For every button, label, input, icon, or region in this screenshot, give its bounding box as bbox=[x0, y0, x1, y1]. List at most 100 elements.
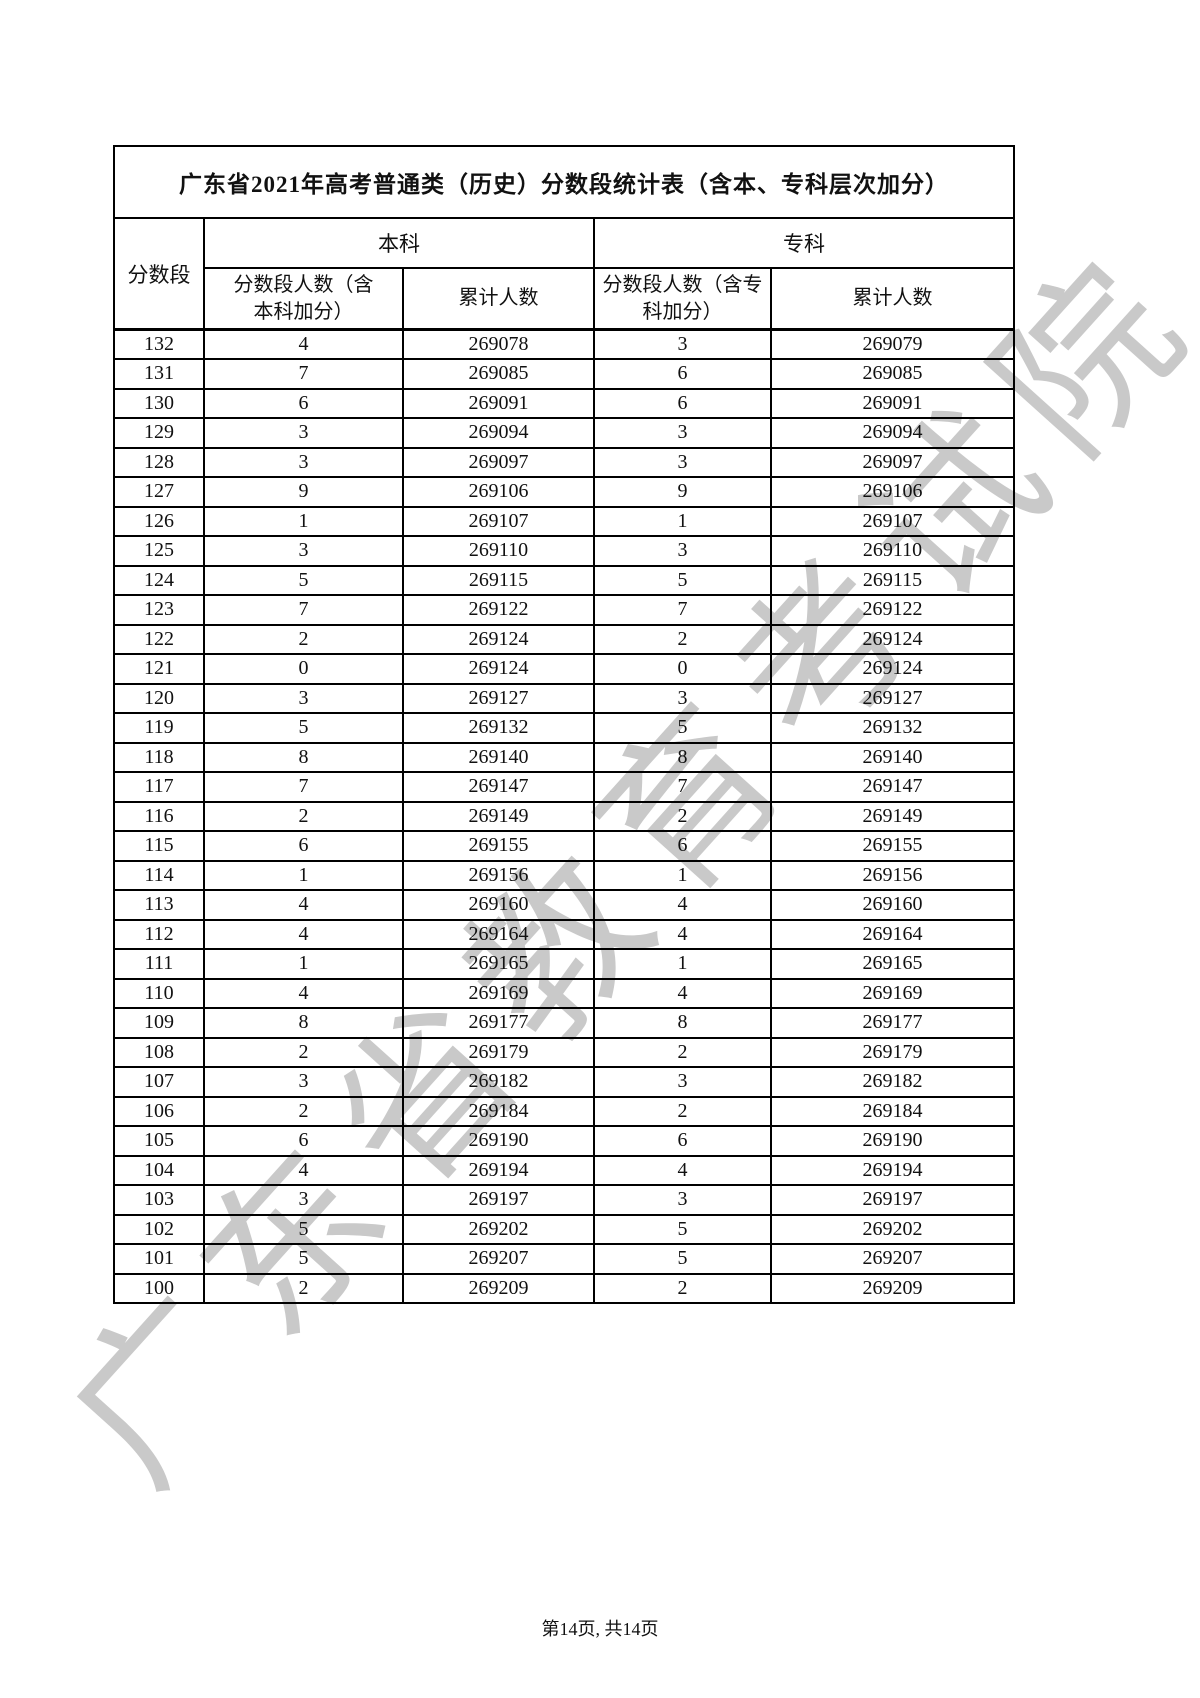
cell-score-segment: 117 bbox=[113, 771, 205, 803]
cell-score-segment: 128 bbox=[113, 446, 205, 478]
cell-college-cumulative: 269127 bbox=[770, 682, 1015, 714]
cell-score-segment: 114 bbox=[113, 859, 205, 891]
table-row: 100 2 269209 2 269209 bbox=[113, 1272, 1015, 1304]
cell-college-cumulative: 269079 bbox=[770, 328, 1015, 360]
table-row: 119 5 269132 5 269132 bbox=[113, 712, 1015, 744]
cell-score-segment: 131 bbox=[113, 358, 205, 390]
table-row: 123 7 269122 7 269122 bbox=[113, 594, 1015, 626]
cell-undergrad-cumulative: 269085 bbox=[402, 358, 595, 390]
cell-undergrad-count: 2 bbox=[203, 1272, 404, 1304]
cell-undergrad-cumulative: 269197 bbox=[402, 1184, 595, 1216]
cell-college-cumulative: 269107 bbox=[770, 505, 1015, 537]
cell-college-count: 5 bbox=[593, 564, 772, 596]
cell-college-count: 6 bbox=[593, 387, 772, 419]
cell-undergrad-count: 1 bbox=[203, 859, 404, 891]
cell-score-segment: 126 bbox=[113, 505, 205, 537]
cell-undergrad-cumulative: 269140 bbox=[402, 741, 595, 773]
cell-undergrad-count: 4 bbox=[203, 1154, 404, 1186]
header-undergraduate-group: 本科 bbox=[203, 217, 595, 269]
cell-college-count: 2 bbox=[593, 623, 772, 655]
cell-undergrad-cumulative: 269179 bbox=[402, 1036, 595, 1068]
cell-college-cumulative: 269097 bbox=[770, 446, 1015, 478]
table-row: 131 7 269085 6 269085 bbox=[113, 358, 1015, 390]
cell-undergrad-count: 1 bbox=[203, 948, 404, 980]
cell-undergrad-count: 6 bbox=[203, 387, 404, 419]
cell-undergrad-cumulative: 269097 bbox=[402, 446, 595, 478]
cell-undergrad-count: 3 bbox=[203, 1066, 404, 1098]
cell-undergrad-count: 1 bbox=[203, 505, 404, 537]
table-row: 116 2 269149 2 269149 bbox=[113, 800, 1015, 832]
cell-undergrad-count: 5 bbox=[203, 1243, 404, 1275]
table-row: 108 2 269179 2 269179 bbox=[113, 1036, 1015, 1068]
cell-college-cumulative: 269194 bbox=[770, 1154, 1015, 1186]
table-row: 129 3 269094 3 269094 bbox=[113, 417, 1015, 449]
cell-college-count: 3 bbox=[593, 417, 772, 449]
cell-college-cumulative: 269165 bbox=[770, 948, 1015, 980]
cell-undergrad-cumulative: 269107 bbox=[402, 505, 595, 537]
cell-score-segment: 108 bbox=[113, 1036, 205, 1068]
cell-undergrad-cumulative: 269156 bbox=[402, 859, 595, 891]
cell-score-segment: 118 bbox=[113, 741, 205, 773]
cell-undergrad-count: 5 bbox=[203, 712, 404, 744]
cell-undergrad-cumulative: 269164 bbox=[402, 918, 595, 950]
cell-undergrad-cumulative: 269149 bbox=[402, 800, 595, 832]
cell-score-segment: 115 bbox=[113, 830, 205, 862]
table-row: 124 5 269115 5 269115 bbox=[113, 564, 1015, 596]
cell-college-count: 2 bbox=[593, 1036, 772, 1068]
cell-college-cumulative: 269155 bbox=[770, 830, 1015, 862]
cell-undergrad-cumulative: 269110 bbox=[402, 535, 595, 567]
cell-undergrad-count: 4 bbox=[203, 328, 404, 360]
cell-college-count: 1 bbox=[593, 505, 772, 537]
cell-score-segment: 125 bbox=[113, 535, 205, 567]
cell-score-segment: 120 bbox=[113, 682, 205, 714]
cell-score-segment: 119 bbox=[113, 712, 205, 744]
cell-college-count: 2 bbox=[593, 1095, 772, 1127]
table-row: 130 6 269091 6 269091 bbox=[113, 387, 1015, 419]
cell-college-count: 4 bbox=[593, 889, 772, 921]
cell-undergrad-count: 7 bbox=[203, 358, 404, 390]
cell-score-segment: 129 bbox=[113, 417, 205, 449]
cell-college-cumulative: 269207 bbox=[770, 1243, 1015, 1275]
table-row: 127 9 269106 9 269106 bbox=[113, 476, 1015, 508]
cell-undergrad-cumulative: 269132 bbox=[402, 712, 595, 744]
cell-undergrad-count: 2 bbox=[203, 623, 404, 655]
cell-undergrad-cumulative: 269078 bbox=[402, 328, 595, 360]
table-row: 111 1 269165 1 269165 bbox=[113, 948, 1015, 980]
cell-college-count: 3 bbox=[593, 682, 772, 714]
table-row: 112 4 269164 4 269164 bbox=[113, 918, 1015, 950]
cell-score-segment: 103 bbox=[113, 1184, 205, 1216]
cell-college-count: 6 bbox=[593, 830, 772, 862]
cell-undergrad-cumulative: 269127 bbox=[402, 682, 595, 714]
cell-undergrad-count: 8 bbox=[203, 1007, 404, 1039]
cell-undergrad-count: 4 bbox=[203, 977, 404, 1009]
table-row: 114 1 269156 1 269156 bbox=[113, 859, 1015, 891]
table-row: 113 4 269160 4 269160 bbox=[113, 889, 1015, 921]
table-row: 106 2 269184 2 269184 bbox=[113, 1095, 1015, 1127]
table-row: 104 4 269194 4 269194 bbox=[113, 1154, 1015, 1186]
cell-college-cumulative: 269164 bbox=[770, 918, 1015, 950]
cell-college-count: 3 bbox=[593, 446, 772, 478]
cell-college-count: 4 bbox=[593, 918, 772, 950]
cell-undergrad-count: 5 bbox=[203, 1213, 404, 1245]
cell-undergrad-count: 8 bbox=[203, 741, 404, 773]
cell-college-count: 2 bbox=[593, 800, 772, 832]
table-row: 109 8 269177 8 269177 bbox=[113, 1007, 1015, 1039]
cell-college-count: 1 bbox=[593, 859, 772, 891]
table-row: 110 4 269169 4 269169 bbox=[113, 977, 1015, 1009]
table-row: 102 5 269202 5 269202 bbox=[113, 1213, 1015, 1245]
table-row: 105 6 269190 6 269190 bbox=[113, 1125, 1015, 1157]
cell-undergrad-count: 6 bbox=[203, 1125, 404, 1157]
cell-undergrad-cumulative: 269177 bbox=[402, 1007, 595, 1039]
cell-score-segment: 122 bbox=[113, 623, 205, 655]
header-score-segment: 分数段 bbox=[113, 217, 205, 331]
cell-college-cumulative: 269202 bbox=[770, 1213, 1015, 1245]
cell-college-cumulative: 269124 bbox=[770, 623, 1015, 655]
cell-undergrad-count: 5 bbox=[203, 564, 404, 596]
table-title: 广东省2021年高考普通类（历史）分数段统计表（含本、专科层次加分） bbox=[113, 145, 1015, 219]
cell-college-count: 8 bbox=[593, 741, 772, 773]
cell-college-cumulative: 269115 bbox=[770, 564, 1015, 596]
cell-undergrad-cumulative: 269155 bbox=[402, 830, 595, 862]
header-undergrad-count: 分数段人数（含 本科加分） bbox=[203, 267, 404, 331]
sub-header-row: 分数段人数（含 本科加分） 累计人数 分数段人数（含专 科加分） 累计人数 bbox=[114, 267, 1015, 331]
cell-college-cumulative: 269132 bbox=[770, 712, 1015, 744]
